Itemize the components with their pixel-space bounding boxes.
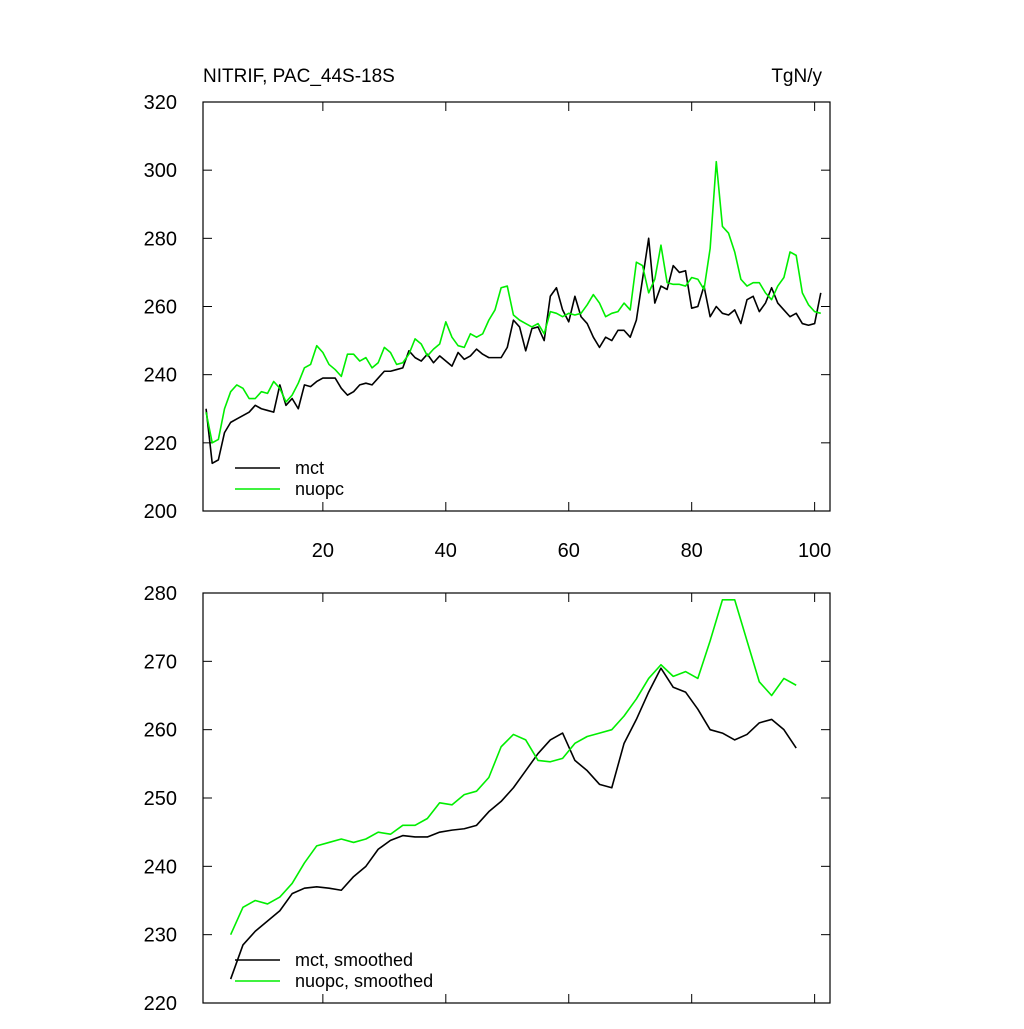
x-tick-label: 100: [798, 540, 831, 562]
y-tick-label: 270: [144, 651, 177, 673]
y-tick-label: 240: [144, 856, 177, 878]
y-tick-label: 260: [144, 297, 177, 319]
x-tick-label: 20: [312, 540, 334, 562]
plot-frame: [202, 101, 831, 512]
legend-label: nuopc, smoothed: [295, 971, 433, 991]
y-tick-label: 200: [144, 501, 177, 523]
data-line: [205, 160, 821, 444]
y-tick-label: 250: [144, 788, 177, 810]
data-line: [229, 667, 797, 980]
data-line: [229, 599, 797, 935]
data-line: [205, 237, 822, 465]
legend-label: mct, smoothed: [295, 950, 413, 970]
y-tick-label: 320: [144, 92, 177, 114]
y-tick-label: 240: [144, 365, 177, 387]
x-tick-label: 60: [558, 540, 580, 562]
legend-label: mct: [295, 458, 324, 478]
units-label: TgN/y: [771, 66, 822, 87]
y-tick-label: 220: [144, 993, 177, 1015]
y-tick-label: 300: [144, 160, 177, 182]
legend-label: nuopc: [295, 479, 344, 499]
x-tick-label: 40: [435, 540, 457, 562]
plot-frame: [202, 592, 831, 1004]
chart-title: NITRIF, PAC_44S-18S: [203, 66, 395, 87]
y-tick-label: 280: [144, 228, 177, 250]
y-tick-label: 220: [144, 433, 177, 455]
y-tick-label: 280: [144, 583, 177, 605]
y-tick-label: 260: [144, 720, 177, 742]
y-tick-label: 230: [144, 925, 177, 947]
x-tick-label: 80: [681, 540, 703, 562]
